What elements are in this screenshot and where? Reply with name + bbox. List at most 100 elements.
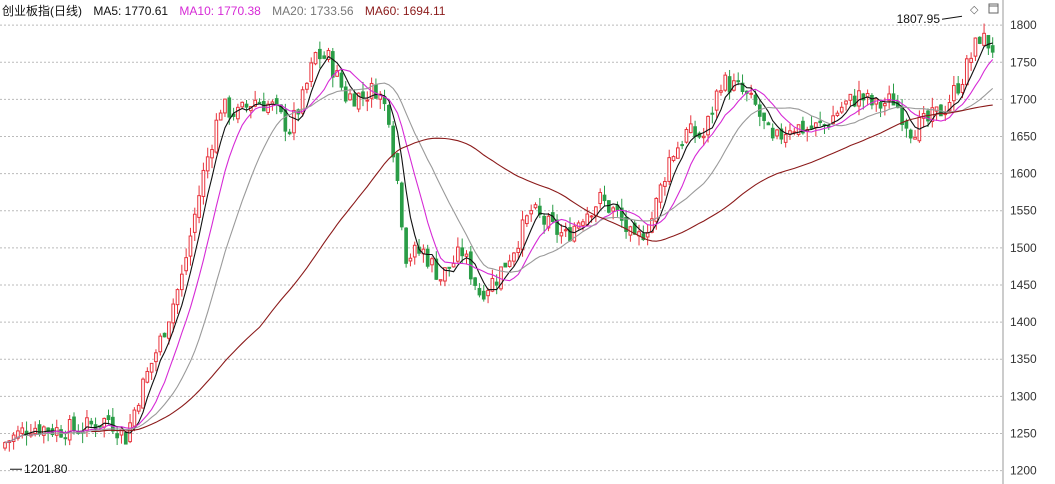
candle-body — [606, 200, 611, 213]
candle-body — [85, 417, 89, 431]
candle-body — [106, 415, 111, 421]
candle-body — [313, 52, 318, 65]
candle-body — [714, 90, 719, 111]
annotation-arrows — [10, 15, 963, 470]
candle-body — [831, 115, 835, 124]
candle-body — [387, 104, 391, 125]
candle-body — [839, 106, 844, 113]
candle-body — [762, 112, 766, 122]
candle-body — [490, 277, 495, 292]
candle-body — [611, 207, 615, 212]
candle-body — [201, 169, 206, 197]
candle-body — [322, 55, 327, 59]
candle-body — [736, 80, 741, 83]
candle-body — [986, 35, 991, 49]
candles — [3, 23, 995, 452]
candle-body — [89, 420, 94, 425]
candle-body — [46, 427, 50, 433]
ma10-line — [4, 59, 994, 444]
candle-body — [404, 227, 408, 264]
candle-body — [753, 94, 758, 105]
ma5-line — [4, 42, 993, 444]
candle-body — [529, 210, 534, 215]
candle-body — [3, 442, 7, 449]
candle-body — [878, 101, 883, 109]
candle-body — [145, 370, 150, 383]
candle-body — [844, 100, 848, 105]
candle-body — [197, 195, 201, 218]
candle-body — [663, 181, 667, 187]
candle-body — [412, 244, 417, 258]
candle-body — [507, 260, 512, 267]
y-tick-label: 1750 — [1010, 55, 1037, 69]
candle-body — [136, 404, 141, 412]
candle-body — [710, 112, 715, 115]
candle-body — [425, 248, 430, 267]
candle-body — [162, 332, 167, 338]
candle-body — [546, 215, 551, 229]
candle-body — [154, 352, 158, 363]
candle-body — [283, 109, 288, 132]
candle-body — [870, 94, 874, 106]
candle-body — [223, 98, 227, 114]
candle-body — [706, 115, 710, 136]
candle-body — [688, 123, 693, 134]
candle-body — [72, 416, 76, 431]
candle-body — [852, 95, 857, 107]
candle-body — [908, 129, 913, 139]
candle-body — [339, 72, 344, 88]
candle-body — [326, 49, 331, 61]
y-tick-label: 1300 — [1010, 389, 1037, 403]
candle-body — [960, 83, 965, 93]
candle-body — [684, 129, 689, 143]
candle-body — [693, 126, 697, 137]
restore-window-icon[interactable] — [988, 3, 999, 17]
candle-body — [990, 45, 995, 53]
candle-body — [779, 128, 784, 140]
candle-body — [956, 83, 961, 94]
ma5-label: MA5: 1770.61 — [93, 4, 169, 18]
candle-body — [809, 125, 814, 130]
candle-body — [300, 89, 305, 114]
diamond-icon[interactable]: ◇ — [970, 4, 979, 16]
y-tick-label: 1450 — [1010, 278, 1037, 292]
candle-body — [494, 281, 499, 286]
y-tick-label: 1500 — [1010, 241, 1037, 255]
candle-body — [568, 227, 572, 242]
y-tick-label: 1650 — [1010, 129, 1037, 143]
candle-body — [947, 101, 952, 112]
candle-body — [343, 86, 348, 102]
candle-body — [801, 120, 805, 134]
candle-body — [964, 58, 969, 86]
candle-body — [214, 119, 219, 153]
candle-body — [274, 98, 279, 105]
candle-body — [447, 266, 452, 269]
y-tick-label: 1800 — [1010, 18, 1037, 32]
candle-body — [818, 120, 823, 124]
candle-body — [904, 120, 909, 129]
candle-body — [977, 36, 982, 44]
candle-body — [348, 93, 352, 101]
high-arrow — [941, 15, 963, 20]
low-annotation: 1201.80 — [24, 462, 68, 476]
candle-body — [701, 135, 706, 139]
candle-body — [464, 253, 469, 257]
candle-body — [20, 427, 25, 434]
y-axis: 1200 1250 1300 1350 1400 1450 1500 1550 1600 1650… — [1010, 18, 1037, 477]
y-tick-label: 1200 — [1010, 464, 1037, 478]
y-tick-label: 1350 — [1010, 352, 1037, 366]
candle-body — [883, 103, 887, 107]
candle-body — [257, 101, 262, 104]
candle-body — [680, 144, 684, 147]
candle-body — [451, 262, 456, 268]
candle-body — [581, 221, 585, 226]
candle-body — [115, 433, 119, 439]
candle-body — [727, 76, 732, 93]
candle-body — [244, 103, 249, 108]
candle-body — [861, 93, 866, 101]
candle-body — [63, 437, 68, 440]
candle-body — [16, 430, 20, 439]
ma20-label: MA20: 1733.56 — [272, 4, 354, 18]
candle-body — [589, 215, 594, 218]
